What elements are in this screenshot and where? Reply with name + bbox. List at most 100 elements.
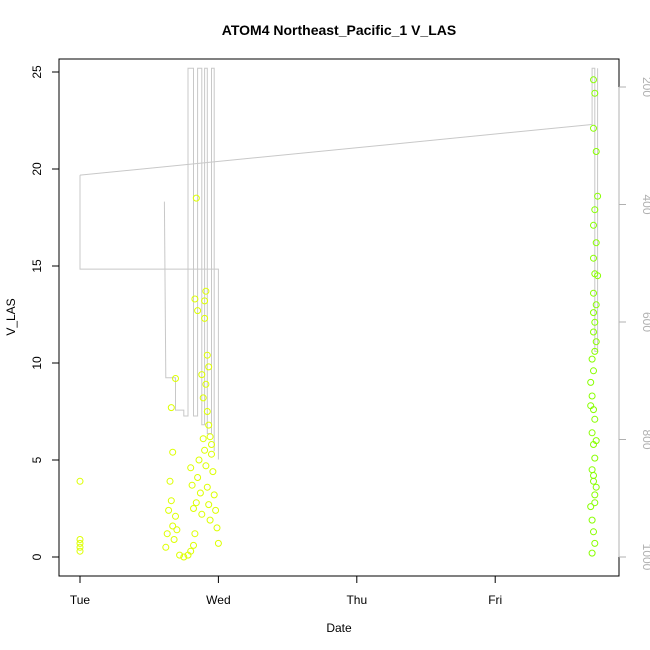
data-point [587, 503, 595, 511]
data-point [590, 528, 597, 536]
data-point [172, 375, 179, 382]
y2-axis: 200 400 600 800 1000 [618, 77, 650, 571]
x-axis-label: Date [326, 621, 352, 635]
data-point [591, 415, 599, 423]
y2-tick-label: 800 [640, 429, 650, 449]
data-point [190, 541, 197, 549]
data-point [194, 474, 202, 481]
data-point [592, 148, 600, 155]
data-point [202, 462, 210, 470]
data-point [591, 454, 599, 462]
data-point [167, 497, 175, 505]
data-point [590, 477, 597, 485]
data-point [592, 301, 600, 309]
data-point [591, 318, 599, 326]
data-point [590, 309, 597, 317]
data-point [205, 501, 213, 509]
data-point [588, 392, 596, 400]
data-point [195, 456, 203, 464]
data-point [591, 89, 599, 97]
data-point [176, 551, 184, 559]
x-tick-label: Wed [206, 593, 230, 607]
data-point [205, 363, 213, 371]
data-point [192, 194, 200, 202]
data-point [190, 505, 197, 512]
data-point [587, 378, 595, 386]
data-point [191, 295, 199, 303]
y-tick-label: 5 [30, 456, 44, 463]
data-point [590, 328, 597, 336]
data-point [188, 481, 196, 489]
plot-frame [58, 58, 620, 577]
y-tick-label: 15 [30, 259, 44, 273]
data-point [592, 437, 600, 445]
data-point [591, 499, 599, 507]
data-point [590, 472, 597, 479]
data-point [76, 543, 84, 551]
data-points [76, 76, 602, 561]
data-point [199, 435, 207, 443]
data-point [588, 516, 596, 524]
data-point [192, 499, 200, 507]
data-point [212, 506, 220, 514]
data-point [590, 76, 597, 84]
data-point [198, 371, 206, 379]
data-point [202, 287, 210, 295]
data-point [163, 530, 171, 538]
data-point [590, 124, 597, 132]
data-point [194, 307, 202, 315]
data-point [196, 489, 204, 497]
y2-tick-label: 1000 [640, 544, 650, 571]
data-point [76, 536, 84, 543]
data-point [203, 483, 211, 491]
y-axis-label: V_LAS [4, 298, 18, 335]
y2-tick-label: 600 [640, 312, 650, 332]
data-point [213, 524, 221, 532]
data-point [588, 355, 596, 363]
data-point [166, 477, 174, 485]
data-point [180, 553, 188, 561]
data-point [187, 464, 195, 472]
data-point [201, 297, 209, 305]
y2-tick-label: 400 [640, 194, 650, 214]
data-point [203, 351, 211, 359]
data-point [202, 380, 210, 388]
data-point [169, 522, 177, 530]
data-point [165, 506, 173, 514]
data-point [591, 206, 599, 214]
data-point [591, 539, 599, 547]
data-point [588, 466, 596, 474]
data-point [201, 314, 209, 322]
data-point [210, 491, 218, 499]
x-tick-label: Fri [488, 593, 502, 607]
profile-line [79, 175, 219, 460]
data-point [594, 272, 602, 280]
data-point [203, 408, 211, 415]
data-point [587, 402, 595, 410]
data-point [169, 448, 177, 456]
data-point [590, 289, 597, 297]
y-tick-label: 10 [30, 356, 44, 370]
chart-title: ATOM4 Northeast_Pacific_1 V_LAS [222, 22, 456, 38]
data-point [592, 338, 600, 346]
y2-tick-label: 200 [640, 77, 650, 97]
data-point [172, 512, 179, 520]
data-point [76, 477, 84, 485]
data-point [590, 221, 597, 229]
data-point [76, 539, 84, 547]
x-axis: Tue Wed Thu Fri [70, 575, 502, 607]
data-point [173, 526, 181, 534]
data-point [214, 539, 222, 547]
data-point [201, 446, 209, 454]
data-point [588, 549, 596, 557]
data-point [76, 547, 84, 555]
data-point [162, 543, 170, 551]
profile-lines [79, 67, 599, 460]
data-point [590, 254, 597, 262]
data-point [591, 347, 599, 355]
data-point [594, 192, 602, 200]
data-point [167, 404, 175, 412]
data-point [592, 239, 600, 247]
x-tick-label: Tue [70, 593, 91, 607]
